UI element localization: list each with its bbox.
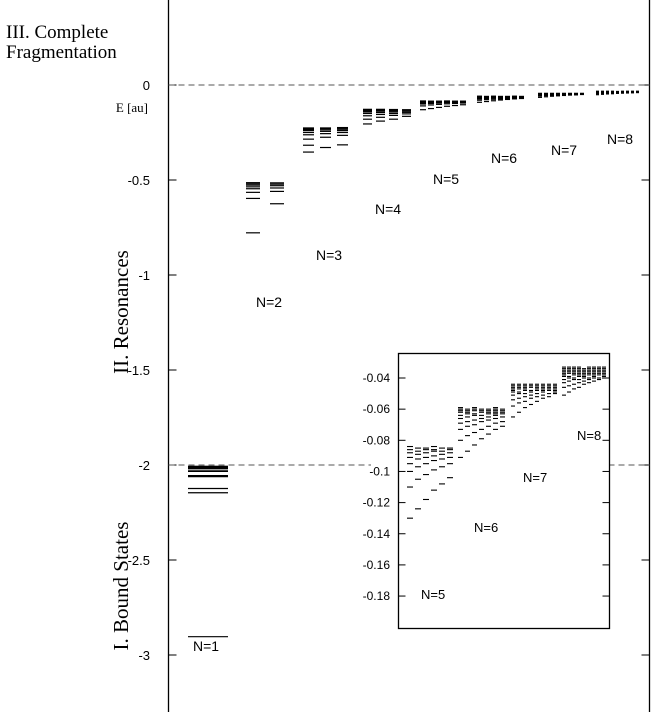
- main-y-tick-label: -2: [138, 458, 150, 473]
- inset-energy-levels: [407, 366, 606, 519]
- series-label-N5: N=5: [433, 171, 459, 187]
- main-y-tick-label: 0: [143, 78, 150, 93]
- series-label-N3: N=3: [316, 247, 342, 263]
- inset-y-tick-label: -0.04: [363, 371, 391, 385]
- region-label-fragmentation-line2: Fragmentation: [6, 42, 117, 63]
- main-y-tick-label: -1.5: [128, 363, 150, 378]
- inset-y-tick-label: -0.18: [363, 589, 391, 603]
- main-y-tick-label: -3: [138, 648, 150, 663]
- main-series-labels: N=1 N=2 N=3 N=4 N=5 N=6 N=7 N=8: [193, 131, 633, 654]
- series-label-N6: N=6: [491, 150, 517, 166]
- region-label-bound-states: I. Bound States: [109, 522, 133, 651]
- inset-y-tick-label: -0.12: [363, 496, 391, 510]
- inset-y-tick-label: -0.14: [363, 527, 391, 541]
- series-label-N8: N=8: [607, 131, 633, 147]
- inset-series-label-N5: N=5: [421, 587, 445, 602]
- series-label-N1: N=1: [193, 638, 219, 654]
- main-y-tick-label: -1: [138, 268, 150, 283]
- region-label-fragmentation-line1: III. Complete: [6, 22, 108, 43]
- series-label-N7: N=7: [551, 142, 577, 158]
- main-y-tick-label: -0.5: [128, 173, 150, 188]
- inset-y-tick-label: -0.1: [369, 464, 390, 478]
- series-label-N2: N=2: [256, 294, 282, 310]
- inset-y-tick-label: -0.06: [363, 402, 391, 416]
- main-y-ticks: 0 -0.5 -1 -1.5 -2 -2.5 -3: [128, 78, 650, 663]
- series-label-N4: N=4: [375, 201, 401, 217]
- inset-y-tick-label: -0.08: [363, 433, 391, 447]
- inset-background: [371, 353, 609, 629]
- main-y-tick-label: -2.5: [128, 553, 150, 568]
- inset-series-labels: N=5 N=6 N=7 N=8: [421, 428, 601, 602]
- y-unit-label: E [au]: [116, 100, 148, 115]
- inset-frame: [397, 352, 611, 630]
- region-label-resonances: II. Resonances: [109, 250, 133, 374]
- inset-series-label-N7: N=7: [523, 470, 547, 485]
- inset-y-tick-label: -0.16: [363, 558, 391, 572]
- main-energy-levels: [188, 90, 639, 638]
- inset-series-label-N6: N=6: [474, 520, 498, 535]
- inset-y-ticks: -0.04 -0.06 -0.08 -0.1 -0.12 -0.14 -0.16 -0.18: [363, 371, 610, 603]
- inset-series-label-N8: N=8: [577, 428, 601, 443]
